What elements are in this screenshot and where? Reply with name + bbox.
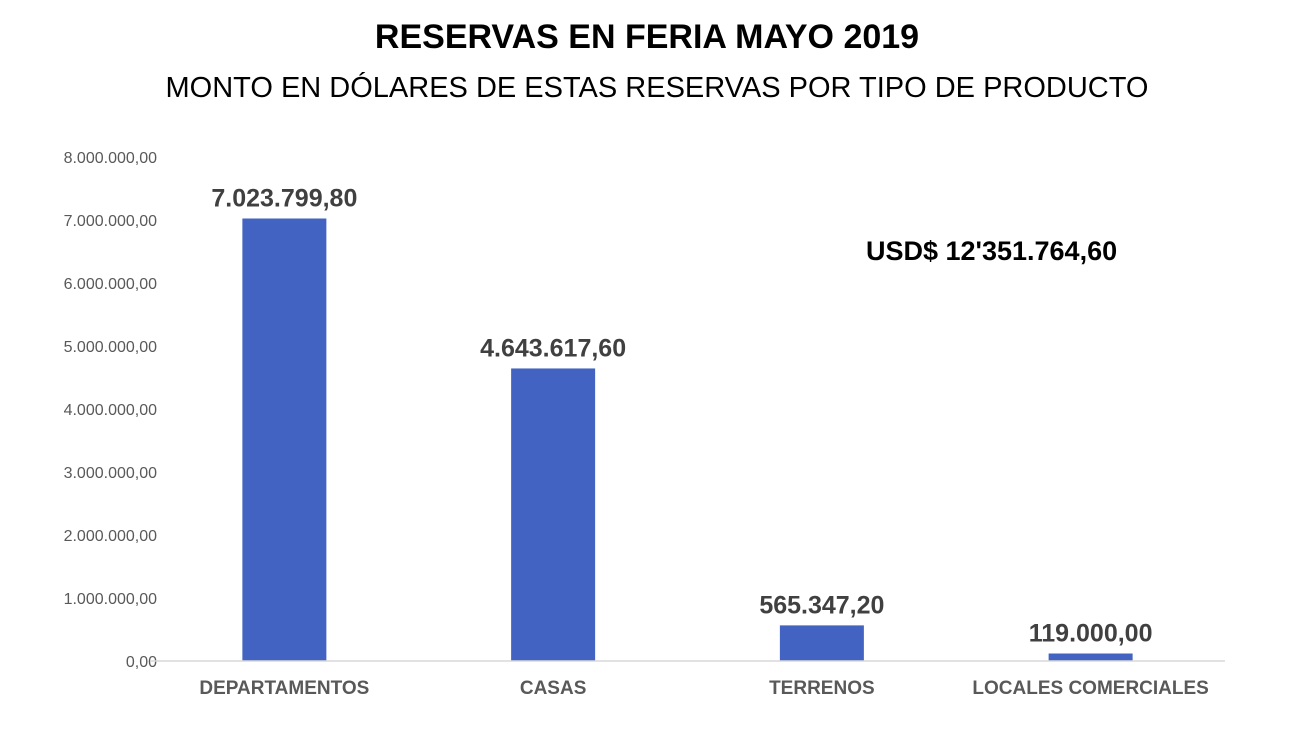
- bar: [779, 625, 864, 661]
- y-tick-label: 0,00: [126, 654, 157, 671]
- x-tick-label: CASAS: [520, 678, 587, 699]
- bar: [1048, 653, 1133, 661]
- x-tick-label: DEPARTAMENTOS: [199, 678, 369, 699]
- y-tick-label: 6.000.000,00: [64, 276, 158, 293]
- bar: [511, 368, 596, 661]
- y-tick-label: 2.000.000,00: [64, 528, 158, 545]
- chart-subtitle: MONTO EN DÓLARES DE ESTAS RESERVAS POR T…: [165, 72, 1149, 104]
- total-annotation: USD$ 12'351.764,60: [866, 236, 1118, 266]
- bar: [242, 218, 327, 661]
- y-tick-label: 4.000.000,00: [64, 402, 158, 419]
- y-axis-ticks: 0,00 1.000.000,00 2.000.000,00 3.000.000,00…: [64, 150, 158, 671]
- data-label: 565.347,20: [759, 591, 884, 619]
- data-labels: 7.023.799,80 4.643.617,60 565.347,20 119.00…: [211, 185, 1152, 648]
- x-tick-label: TERRENOS: [769, 678, 875, 699]
- data-label: 119.000,00: [1029, 620, 1153, 648]
- y-tick-label: 8.000.000,00: [64, 150, 158, 167]
- x-tick-label: LOCALES COMERCIALES: [972, 678, 1208, 699]
- x-axis-ticks: DEPARTAMENTOS CASAS TERRENOS LOCALES COMERC…: [199, 678, 1208, 699]
- data-label: 4.643.617,60: [480, 334, 626, 362]
- y-tick-label: 1.000.000,00: [64, 591, 158, 608]
- y-tick-label: 5.000.000,00: [64, 339, 158, 356]
- data-label: 7.023.799,80: [211, 185, 357, 213]
- y-tick-label: 7.000.000,00: [64, 213, 158, 230]
- chart-title: RESERVAS EN FERIA MAYO 2019: [374, 18, 920, 56]
- y-tick-label: 3.000.000,00: [64, 465, 158, 482]
- bars: [242, 218, 1133, 661]
